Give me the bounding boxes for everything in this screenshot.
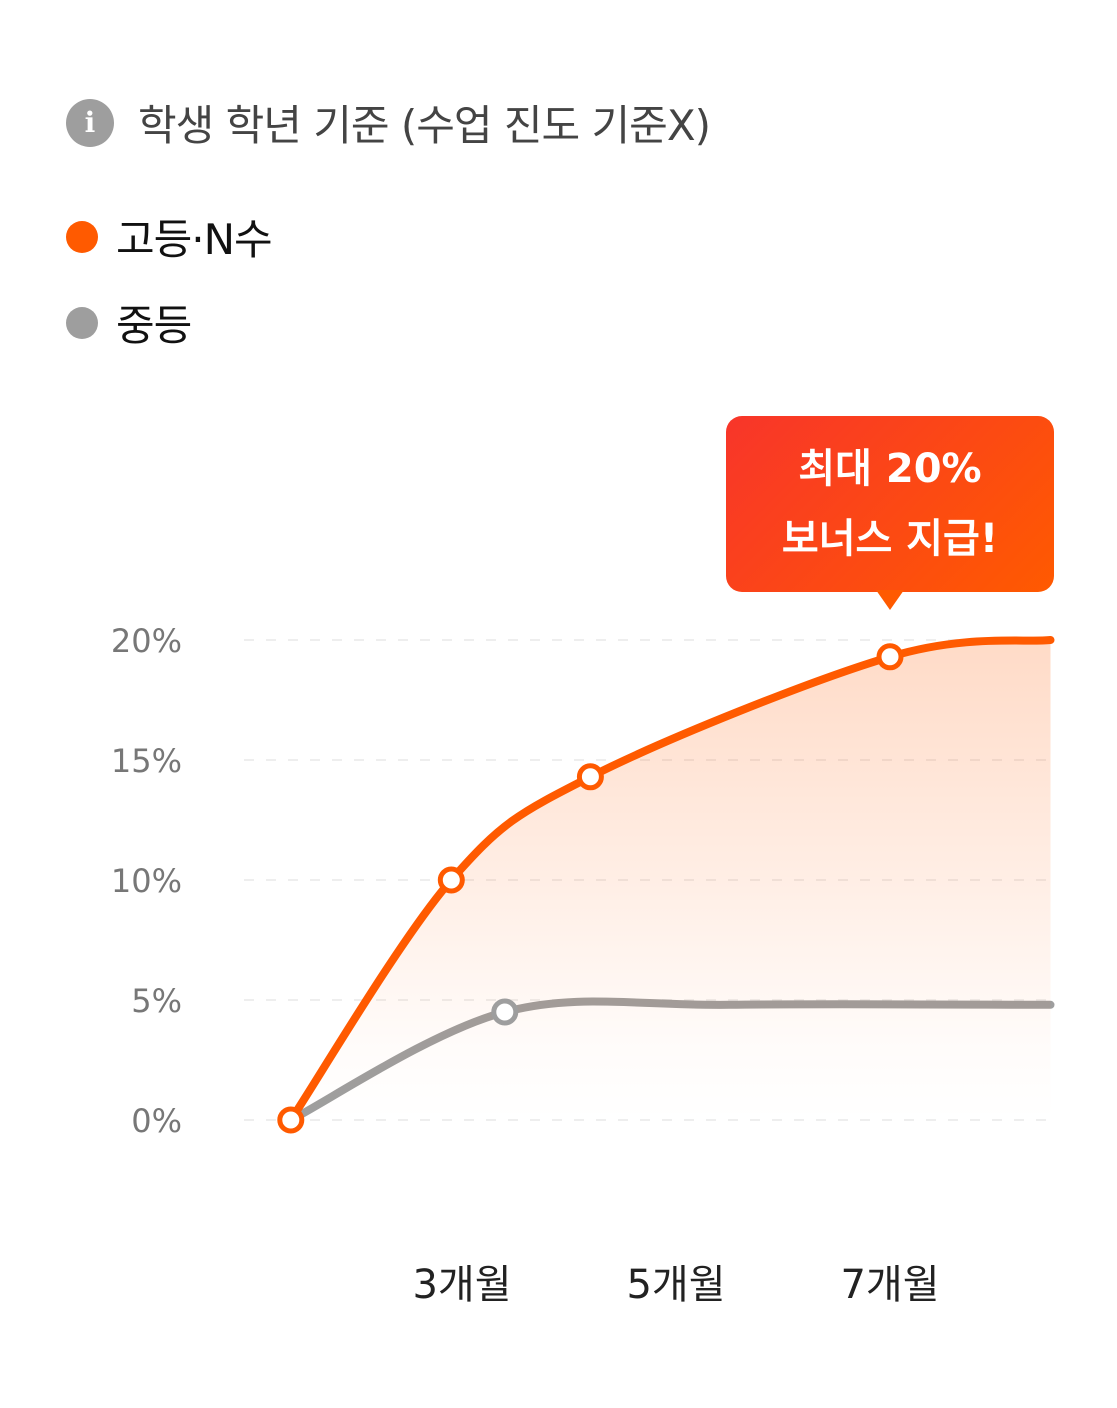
y-tick-label: 15% xyxy=(111,742,182,780)
data-point xyxy=(491,998,519,1026)
x-tick-label: 5개월 xyxy=(626,1262,725,1308)
tooltip-line: 보너스 지급! xyxy=(781,516,999,562)
bonus-tooltip: 최대 20% 보너스 지급! xyxy=(726,416,1054,610)
legend-dot-gray xyxy=(66,306,98,339)
series-area xyxy=(290,640,1051,1120)
legend-label: 고등·N수 xyxy=(116,215,273,264)
data-point xyxy=(437,866,465,894)
data-point xyxy=(277,1106,305,1134)
chart-header: i 학생 학년 기준 (수업 진도 기준X) xyxy=(66,92,711,153)
x-tick-label: 3개월 xyxy=(412,1262,511,1308)
tooltip-line: 최대 20% xyxy=(798,446,982,492)
y-tick-label: 0% xyxy=(131,1102,182,1140)
legend-dot-orange xyxy=(66,220,98,253)
data-point xyxy=(576,763,604,791)
legend-item-middle: 중등 xyxy=(66,292,192,353)
y-tick-label: 20% xyxy=(111,622,182,660)
y-tick-label: 5% xyxy=(131,982,182,1020)
legend-label: 중등 xyxy=(116,301,192,350)
data-point xyxy=(876,643,904,671)
y-tick-label: 10% xyxy=(111,862,182,900)
legend-item-high: 고등·N수 xyxy=(66,206,273,267)
chart-title: 학생 학년 기준 (수업 진도 기준X) xyxy=(138,101,711,150)
x-tick-label: 7개월 xyxy=(840,1262,939,1308)
info-icon[interactable]: i xyxy=(66,98,114,147)
